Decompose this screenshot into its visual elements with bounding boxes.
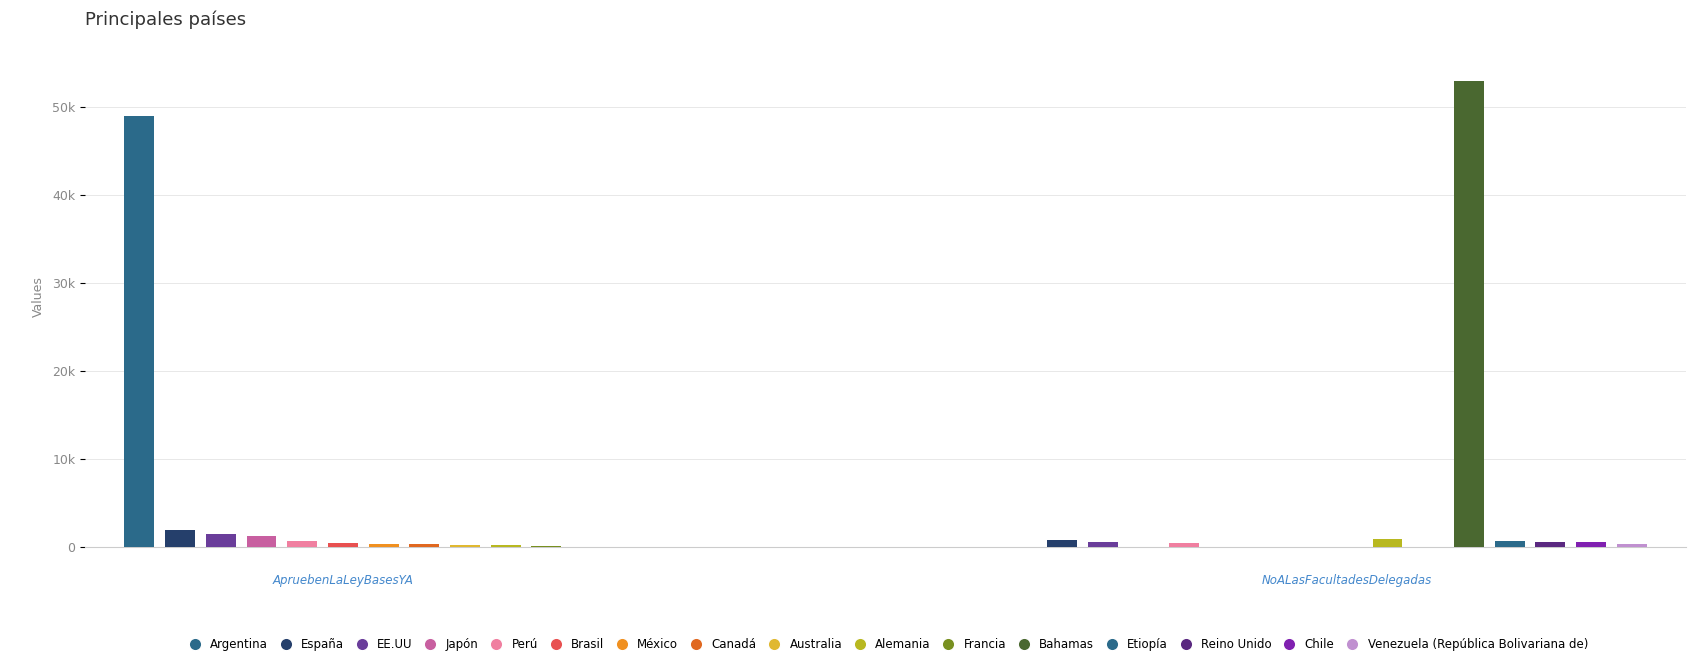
Bar — [1168, 544, 1199, 547]
Bar — [1454, 81, 1483, 547]
Bar — [450, 545, 480, 547]
Y-axis label: Values: Values — [32, 276, 46, 316]
Bar — [124, 116, 155, 547]
Bar — [165, 530, 196, 547]
Bar — [329, 543, 358, 547]
Bar — [1047, 540, 1076, 547]
Legend: Argentina, España, EE.UU, Japón, Perú, Brasil, México, Canadá, Australia, Aleman: Argentina, España, EE.UU, Japón, Perú, B… — [184, 638, 1587, 651]
Bar — [247, 536, 276, 547]
Bar — [368, 544, 399, 547]
Text: Principales países: Principales países — [85, 10, 247, 29]
Bar — [1575, 542, 1606, 547]
Text: NoALasFacultadesDelegadas: NoALasFacultadesDelegadas — [1262, 574, 1432, 587]
Bar — [1536, 542, 1565, 547]
Bar — [409, 544, 439, 547]
Text: ApruebenLaLeyBasesYA: ApruebenLaLeyBasesYA — [272, 574, 414, 587]
Bar — [1495, 541, 1524, 547]
Bar — [1373, 539, 1403, 547]
Bar — [490, 546, 521, 547]
Bar — [1088, 542, 1117, 547]
Bar — [206, 534, 235, 547]
Bar — [288, 541, 317, 547]
Bar — [1616, 544, 1647, 547]
Bar — [531, 546, 562, 547]
